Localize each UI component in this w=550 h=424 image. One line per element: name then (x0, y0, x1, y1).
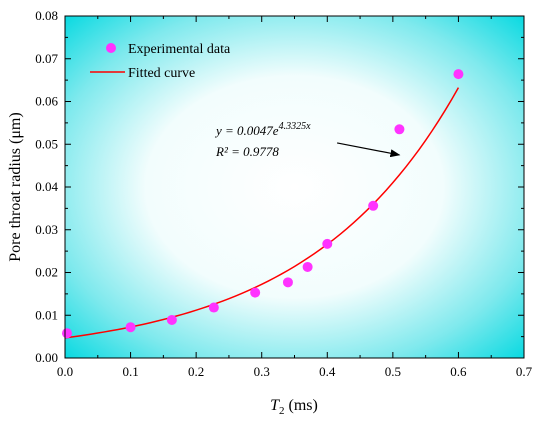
data-point (250, 287, 261, 298)
data-point (368, 200, 379, 211)
plot-frame (64, 15, 525, 359)
y-tick-label: 0.02 (35, 265, 58, 280)
legend-label-experimental: Experimental data (128, 42, 231, 57)
data-point (166, 314, 177, 325)
data-point (302, 261, 313, 272)
x-tick-label: 0.3 (254, 364, 270, 379)
data-point (322, 238, 333, 249)
x-tick-label: 0.6 (450, 364, 467, 379)
equation-prefix: y = 0.0047e (214, 123, 279, 138)
y-axis-title: Pore throat radius (μm) (7, 112, 24, 261)
x-tick-label: 0.5 (385, 364, 401, 379)
y-tick-label: 0.06 (35, 94, 58, 109)
legend-marker-experimental (106, 43, 116, 53)
x-tick-label: 0.1 (122, 364, 138, 379)
equation-text: y = 0.0047e4.3325x (214, 121, 311, 138)
y-tick-label: 0.00 (35, 350, 58, 365)
y-axis-ticks: 0.00 0.01 0.02 0.03 0.04 0.05 0.06 0.07 0.08 (35, 8, 524, 365)
y-tick-label: 0.08 (35, 8, 58, 23)
experimental-points (61, 69, 464, 339)
data-point (208, 302, 219, 313)
y-tick-label: 0.03 (35, 222, 58, 237)
equation-exponent: 4.3325x (279, 121, 312, 132)
x-axis-ticks: 0.0 0.1 0.2 0.3 0.4 0.5 0.6 0.7 (57, 16, 533, 379)
x-tick-label: 0.2 (188, 364, 204, 379)
x-tick-label: 0.7 (516, 364, 533, 379)
data-point (394, 124, 405, 135)
data-point (282, 277, 293, 288)
y-tick-label: 0.05 (35, 136, 58, 151)
annotation-arrow (337, 142, 401, 158)
r-squared-text: R² = 0.9778 (215, 144, 279, 159)
x-axis-title: T2 (ms) (270, 397, 318, 417)
data-point (453, 69, 464, 80)
legend: Experimental data Fitted curve (90, 42, 231, 81)
x-tick-label: 0.0 (57, 364, 73, 379)
y-tick-label: 0.01 (35, 307, 58, 322)
x-tick-label: 0.4 (319, 364, 336, 379)
legend-label-fitted: Fitted curve (128, 66, 195, 81)
y-tick-label: 0.04 (35, 179, 58, 194)
equation-annotation: y = 0.0047e4.3325x R² = 0.9778 (214, 121, 401, 159)
data-point (61, 328, 72, 339)
y-tick-label: 0.07 (35, 51, 58, 66)
data-point (125, 322, 136, 333)
plot-background (65, 16, 524, 358)
